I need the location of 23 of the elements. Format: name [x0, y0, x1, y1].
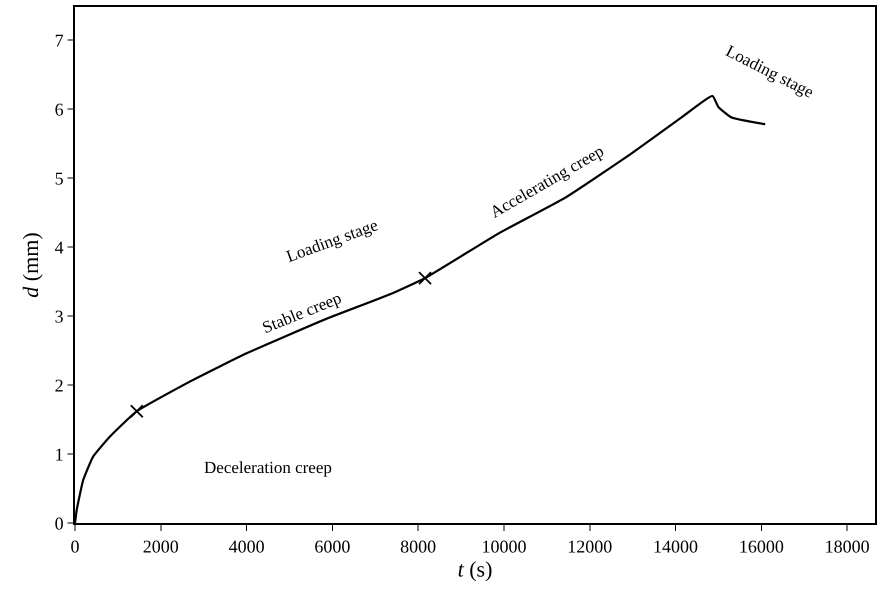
annotation: Loading stage: [284, 215, 380, 266]
y-tick-label: 3: [54, 306, 64, 326]
y-tick-label: 6: [54, 99, 64, 120]
x-tick-label: 12000: [567, 536, 612, 556]
annotation: Stable creep: [259, 288, 344, 338]
x-tick-label: 4000: [228, 536, 265, 556]
x-tick-label: 6000: [314, 536, 350, 556]
x-tick-label: 2000: [142, 536, 179, 556]
y-tick-label: 4: [54, 237, 64, 258]
x-tick-label: 14000: [653, 536, 698, 556]
x-tick-label: 0: [70, 536, 80, 556]
x-tick-label: 16000: [738, 536, 784, 556]
y-tick-label: 5: [54, 168, 64, 188]
annotation: Deceleration creep: [204, 458, 332, 477]
x-tick-label: 8000: [400, 536, 436, 556]
x-tick-label: 18000: [824, 536, 870, 556]
y-tick-label: 2: [54, 375, 64, 396]
y-tick-label: 0: [54, 513, 64, 534]
y-tick-label: 1: [54, 444, 64, 464]
y-tick-label: 7: [54, 30, 64, 50]
y-axis-title: d (mm): [18, 232, 43, 298]
x-tick-label: 10000: [481, 536, 526, 556]
x-axis-title: t (s): [458, 556, 492, 582]
